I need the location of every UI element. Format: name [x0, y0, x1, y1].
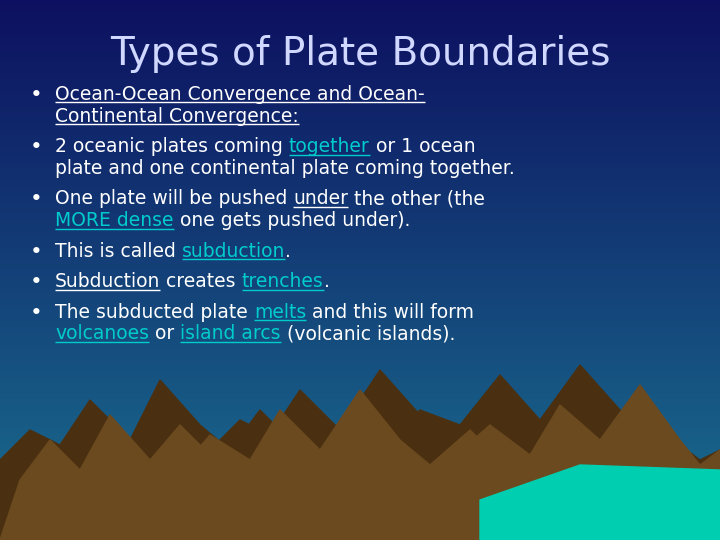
Text: .: . [323, 272, 330, 291]
Text: .: . [285, 242, 291, 261]
Polygon shape [480, 465, 720, 540]
Text: together: together [289, 137, 369, 156]
Text: creates: creates [161, 272, 242, 291]
Text: •: • [30, 137, 42, 157]
Text: melts: melts [253, 302, 306, 321]
Polygon shape [0, 380, 310, 540]
Text: Subduction: Subduction [55, 272, 161, 291]
Text: volcanoes: volcanoes [55, 325, 149, 343]
Text: one gets pushed under).: one gets pushed under). [174, 211, 410, 231]
Text: Ocean-Ocean Convergence and Ocean-: Ocean-Ocean Convergence and Ocean- [55, 85, 425, 104]
Text: under: under [293, 190, 348, 208]
Text: or 1 ocean: or 1 ocean [369, 137, 475, 156]
Text: island arcs: island arcs [180, 325, 281, 343]
Text: (volcanic islands).: (volcanic islands). [281, 325, 455, 343]
Text: or: or [149, 325, 180, 343]
Text: •: • [30, 85, 42, 105]
Text: •: • [30, 242, 42, 262]
Text: 2 oceanic plates coming: 2 oceanic plates coming [55, 137, 289, 156]
Text: •: • [30, 190, 42, 210]
Polygon shape [0, 415, 310, 540]
Text: and this will form: and this will form [306, 302, 474, 321]
Text: Continental Convergence:: Continental Convergence: [55, 107, 299, 126]
Text: One plate will be pushed: One plate will be pushed [55, 190, 293, 208]
Text: Types of Plate Boundaries: Types of Plate Boundaries [109, 35, 611, 73]
Text: MORE dense: MORE dense [55, 211, 174, 231]
Text: trenches: trenches [242, 272, 323, 291]
Text: •: • [30, 302, 42, 322]
Polygon shape [420, 385, 720, 540]
Text: the other (the: the other (the [348, 190, 485, 208]
Polygon shape [350, 365, 720, 540]
Text: plate and one continental plate coming together.: plate and one continental plate coming t… [55, 159, 515, 178]
Text: This is called: This is called [55, 242, 182, 261]
Polygon shape [150, 390, 530, 540]
Polygon shape [180, 370, 480, 540]
Text: •: • [30, 272, 42, 292]
Text: The subducted plate: The subducted plate [55, 302, 253, 321]
Text: subduction: subduction [182, 242, 285, 261]
